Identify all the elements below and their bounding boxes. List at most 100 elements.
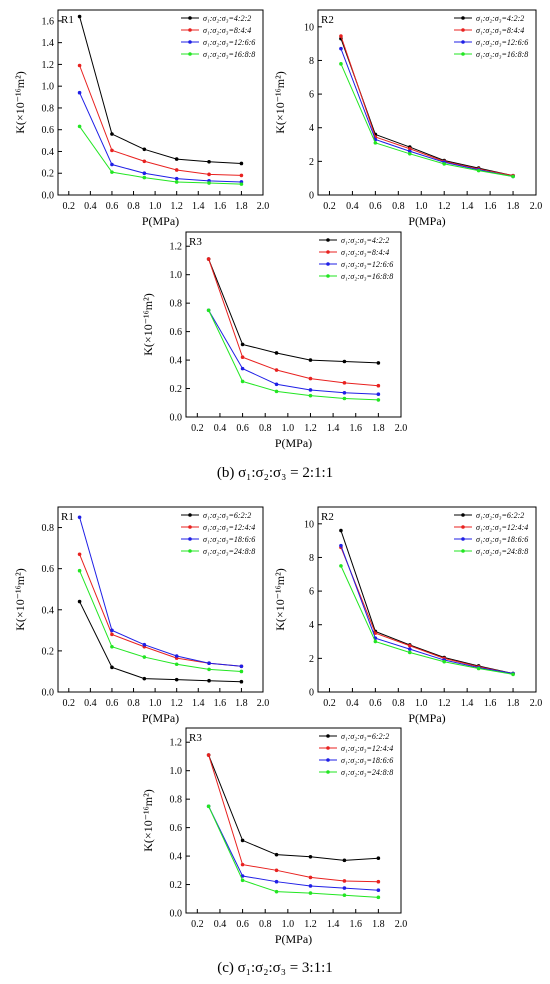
c5-x-tick-label: 1.2 — [304, 919, 317, 930]
c0-x-tick-label: 0.8 — [127, 201, 140, 212]
c2-data-point-1 — [274, 368, 279, 372]
caption-b-text: σ₁:σ₂:σ₃ = 2:1:1 — [238, 465, 334, 481]
c4-data-point-1 — [373, 631, 378, 635]
c3-data-point-0 — [239, 679, 244, 684]
chart-c-r1: 0.2 0.4 0.6 0.8 1.0 1.2 1.4 1.6 1.8 2.0 0.0 0.2 0.4 0… — [0, 497, 270, 729]
c1-data-point-2 — [339, 46, 343, 51]
c5-series-line-2 — [208, 806, 379, 891]
c2-legend-marker-2 — [326, 262, 330, 266]
c4-legend-marker-3 — [461, 549, 465, 553]
c3-data-point-2 — [110, 628, 114, 633]
c1-x-tick-label: 0.4 — [346, 201, 359, 212]
c3-legend-label-3: σ₁:σ₂:σ₃=24:8:8 — [203, 547, 255, 556]
c0-data-point-1 — [142, 159, 147, 164]
c3-data-point-0 — [142, 676, 147, 681]
c2-data-point-2 — [274, 382, 279, 387]
c4-x-tick-label: 0.6 — [369, 698, 382, 709]
c2-panel-label: R3 — [189, 236, 202, 248]
c1-legend-marker-1 — [461, 28, 465, 32]
c5-y-tick-label: 0.2 — [170, 880, 183, 891]
c4-legend-marker-2 — [461, 537, 465, 541]
c2-data-point-3 — [274, 389, 279, 394]
c0-x-tick-label: 0.2 — [63, 201, 76, 212]
c1-data-point-3 — [511, 174, 515, 179]
c5-x-tick-label: 1.0 — [282, 919, 295, 930]
c3-x-axis-label: P(MPa) — [142, 711, 179, 725]
c5-plot-frame — [185, 727, 402, 914]
c3-legend-marker-2 — [188, 537, 192, 541]
c3-data-point-2 — [239, 664, 244, 669]
c5-data-point-3 — [274, 889, 279, 894]
c1-data-point-1 — [407, 146, 412, 151]
c4-data-point-2 — [407, 647, 412, 651]
c3-data-point-0 — [110, 665, 114, 670]
c2-data-point-1 — [206, 257, 211, 261]
c0-data-point-0 — [142, 147, 147, 152]
c2-legend-marker-3 — [326, 274, 330, 278]
c2-legend-label-1: σ₁:σ₂:σ₃=8:4:4 — [341, 248, 389, 257]
caption-b: (b) σ₁:σ₂:σ₃ = 2:1:1 — [0, 465, 550, 482]
c5-data-point-1 — [240, 862, 245, 867]
c2-data-point-3 — [376, 398, 381, 402]
c3-y-tick-label: 0.2 — [42, 646, 55, 657]
c4-x-tick-label: 1.4 — [461, 698, 474, 709]
c2-y-tick-label: 1.2 — [170, 242, 183, 253]
c0-data-point-0 — [77, 14, 82, 19]
c2-data-point-0 — [376, 361, 381, 365]
c1-series-line-2 — [340, 48, 514, 177]
chart-c-r2-svg: 0.2 0.4 0.6 0.8 1.0 1.2 1.4 1.6 1.8 2.0 0 2 4 6 8 10 P(M… — [273, 506, 542, 725]
c4-series-line-1 — [340, 547, 514, 674]
c5-y-axis-label: K(×10⁻¹⁶m²) — [141, 789, 155, 851]
c3-x-tick-label: 0.6 — [106, 698, 119, 709]
c0-x-tick-label: 1.2 — [170, 201, 183, 212]
c4-x-axis-label: P(MPa) — [408, 711, 445, 725]
c0-x-tick-label: 1.0 — [149, 201, 162, 212]
c0-panel-label: R1 — [61, 14, 74, 26]
c1-legend-marker-0 — [461, 16, 465, 20]
c1-x-tick-label: 0.6 — [369, 201, 382, 212]
c5-series-line-1 — [208, 754, 379, 883]
c3-data-point-3 — [142, 655, 147, 659]
c3-x-tick-label: 0.4 — [84, 698, 97, 709]
c5-data-point-3 — [376, 895, 381, 900]
c0-data-point-0 — [174, 157, 179, 161]
c4-data-point-3 — [476, 666, 481, 671]
c1-series-line-3 — [340, 63, 514, 177]
c4-data-point-3 — [442, 659, 447, 664]
c3-data-point-3 — [239, 669, 244, 674]
c4-panel-label: R2 — [321, 511, 334, 523]
c3-legend-label-2: σ₁:σ₂:σ₃=18:6:6 — [203, 535, 255, 544]
c0-x-tick-label: 0.4 — [84, 201, 97, 212]
c5-x-tick-label: 0.4 — [214, 919, 227, 930]
c3-data-point-3 — [77, 568, 82, 573]
c2-data-point-2 — [240, 366, 245, 371]
c0-legend-marker-2 — [188, 40, 192, 44]
c3-data-point-0 — [174, 677, 179, 682]
c2-y-tick-label: 0.0 — [170, 413, 183, 424]
c3-x-tick-label: 0.8 — [127, 698, 140, 709]
c4-x-tick-label: 0.8 — [392, 698, 405, 709]
c1-x-axis-label: P(MPa) — [408, 214, 445, 228]
c4-data-point-3 — [339, 564, 343, 568]
c3-data-point-3 — [110, 644, 114, 649]
c1-x-tick-label: 1.8 — [507, 201, 520, 212]
c5-y-tick-label: 0.0 — [170, 909, 183, 920]
c4-legend-label-3: σ₁:σ₂:σ₃=24:8:8 — [476, 547, 528, 556]
c4-x-tick-label: 0.2 — [323, 698, 336, 709]
c3-x-tick-label: 1.6 — [214, 698, 227, 709]
c0-data-point-3 — [174, 180, 179, 184]
c0-data-point-3 — [142, 175, 147, 180]
c1-plot-frame — [317, 9, 537, 196]
c4-series-line-2 — [340, 545, 514, 674]
c2-data-point-1 — [240, 355, 245, 360]
c4-y-axis-label: K(×10⁻¹⁶m²) — [273, 568, 287, 630]
c0-x-tick-label: 1.4 — [192, 201, 205, 212]
c3-y-tick-label: 0.8 — [42, 523, 55, 534]
c0-x-axis-label: P(MPa) — [142, 214, 179, 228]
c5-data-point-3 — [206, 804, 211, 809]
chart-b-r1: 0.2 0.4 0.6 0.8 1.0 1.2 1.4 1.6 1.8 2.0 0.0 0.2 0.4 0… — [0, 0, 270, 232]
c0-data-point-2 — [110, 162, 114, 167]
c2-data-point-1 — [376, 383, 381, 388]
c4-y-tick-label: 4 — [309, 620, 314, 631]
c0-plot-frame — [57, 9, 264, 196]
